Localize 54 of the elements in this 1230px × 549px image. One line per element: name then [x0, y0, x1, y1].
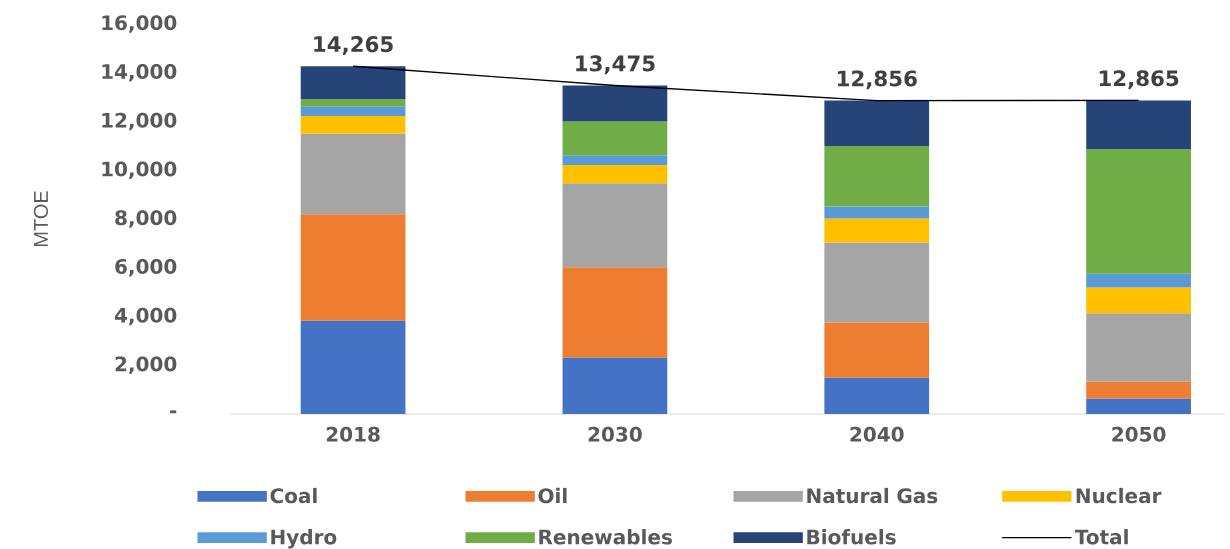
data-label: 12,865: [1099, 70, 1179, 90]
bar: [824, 206, 930, 219]
bar: [1086, 273, 1191, 288]
bar: [300, 115, 406, 134]
legend-label: Hydro: [271, 529, 337, 549]
x-tick-label: 2018: [326, 426, 380, 442]
y-axis-title: MTOE: [33, 191, 49, 247]
x-tick-label: 2040: [850, 426, 904, 442]
data-label: 12,856: [838, 70, 917, 90]
data-label: 14,265: [314, 36, 393, 55]
data-label: 13,475: [576, 55, 655, 75]
bar: [1086, 398, 1191, 414]
bar: [1086, 100, 1191, 150]
x-tick-label: 2050: [1112, 426, 1166, 442]
y-tick-label: -: [170, 410, 177, 414]
y-tick-label: 14,000: [102, 63, 177, 82]
bar: [300, 320, 406, 414]
bar: [562, 267, 668, 358]
y-tick-label: 12,000: [102, 112, 177, 131]
legend-label: Biofuels: [807, 529, 896, 545]
bar: [824, 242, 930, 323]
legend-label: Renewables: [539, 529, 672, 545]
y-tick-label: 10,000: [102, 161, 177, 180]
bar: [1086, 287, 1191, 314]
x-tick-label: 2030: [588, 426, 642, 442]
bar: [300, 106, 406, 116]
legend-label: Natural Gas: [807, 487, 938, 504]
bar: [824, 322, 930, 378]
legend-label: Total: [1074, 529, 1128, 545]
y-tick-label: 2,000: [115, 356, 177, 375]
bar: [300, 133, 406, 215]
y-tick-label: 8,000: [115, 210, 177, 228]
bar: [824, 218, 930, 243]
bar: [824, 377, 930, 414]
bar: [1086, 149, 1191, 274]
bar: [300, 66, 406, 100]
bar: [824, 146, 930, 207]
bar: [562, 183, 668, 268]
bar: [1086, 313, 1191, 382]
bar: [824, 100, 930, 147]
bar: [1086, 381, 1191, 399]
bar: [562, 121, 668, 156]
bar: [562, 164, 668, 184]
bar: [300, 214, 406, 321]
bar: [300, 99, 406, 107]
legend-label: Oil: [538, 487, 567, 504]
y-tick-label: 16,000: [102, 15, 177, 33]
y-tick-label: 4,000: [114, 307, 177, 326]
legend-label: Coal: [270, 487, 317, 504]
bar: [562, 357, 668, 414]
y-tick-label: 6,000: [115, 258, 177, 277]
bar: [562, 85, 668, 122]
legend-label: Nuclear: [1076, 487, 1162, 504]
bar: [562, 155, 668, 165]
